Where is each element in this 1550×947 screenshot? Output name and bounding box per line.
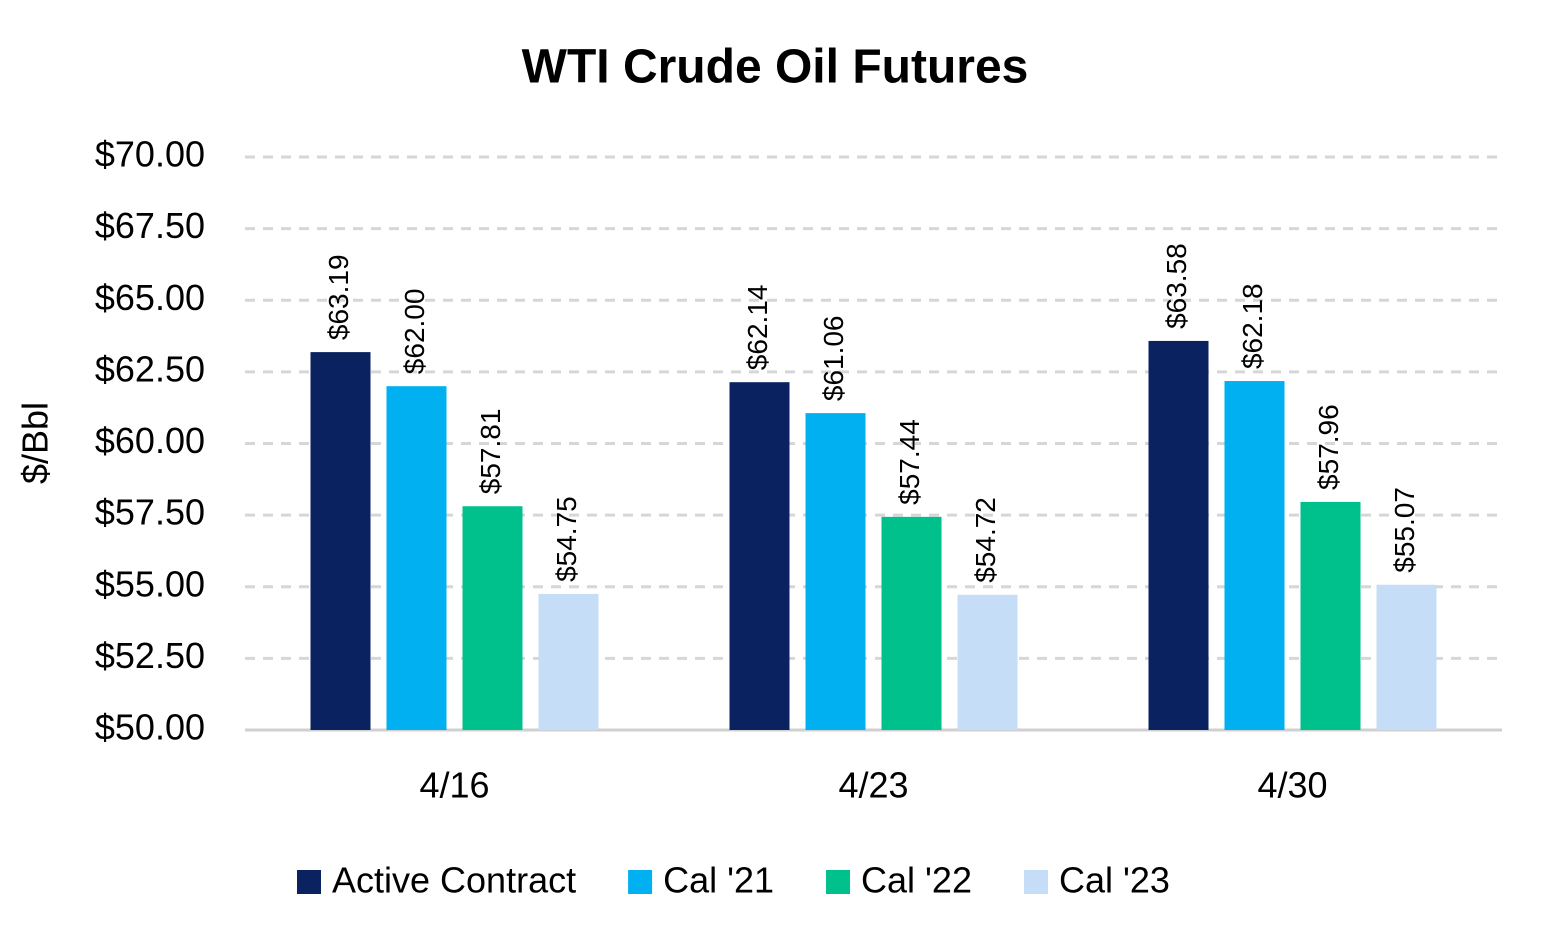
y-tick-label: $62.50 — [95, 348, 205, 389]
value-label: $63.58 — [1161, 243, 1192, 329]
bar — [310, 352, 371, 730]
y-tick-label: $60.00 — [95, 420, 205, 461]
value-label: $57.96 — [1313, 404, 1344, 490]
bar — [1148, 340, 1209, 730]
value-label: $54.75 — [551, 496, 582, 582]
y-tick-label: $65.00 — [95, 277, 205, 318]
legend-swatch — [297, 870, 321, 894]
legend-swatch — [628, 870, 653, 894]
bar — [957, 594, 1018, 730]
y-tick-label: $67.50 — [95, 205, 205, 246]
bar — [1224, 381, 1285, 730]
x-tick-label: 4/16 — [419, 765, 489, 806]
y-tick-label: $57.50 — [95, 492, 205, 533]
bar — [729, 382, 790, 730]
legend-label: Cal '21 — [663, 860, 774, 901]
bar — [538, 593, 599, 730]
legend-swatch — [826, 870, 851, 894]
legend-label: Active Contract — [332, 860, 576, 901]
value-label: $62.00 — [399, 289, 430, 375]
y-tick-label: $70.00 — [95, 134, 205, 175]
value-label: $63.19 — [323, 254, 354, 340]
y-tick-label: $50.00 — [95, 707, 205, 748]
bar — [1300, 501, 1361, 730]
chart-title: WTI Crude Oil Futures — [522, 41, 1029, 94]
y-axis-label: $/Bbl — [15, 402, 56, 484]
value-label: $57.81 — [475, 409, 506, 495]
y-tick-label: $52.50 — [95, 635, 205, 676]
legend-swatch — [1023, 870, 1048, 894]
value-label: $57.44 — [894, 419, 925, 505]
x-tick-label: 4/30 — [1257, 765, 1327, 806]
bar — [805, 413, 866, 730]
bar — [386, 386, 447, 730]
legend-label: Cal '23 — [1059, 860, 1170, 901]
bar — [1376, 584, 1437, 730]
value-label: $62.18 — [1237, 283, 1268, 369]
x-tick-label: 4/23 — [838, 765, 908, 806]
y-tick-label: $55.00 — [95, 563, 205, 604]
legend-label: Cal '22 — [861, 860, 972, 901]
value-label: $61.06 — [818, 315, 849, 401]
value-label: $55.07 — [1389, 487, 1420, 573]
value-label: $62.14 — [742, 285, 773, 371]
value-label: $54.72 — [970, 497, 1001, 583]
bar — [881, 516, 942, 730]
bar — [462, 506, 523, 730]
